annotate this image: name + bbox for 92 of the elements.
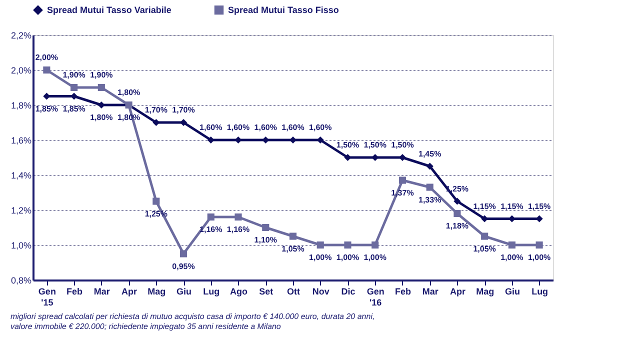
point	[316, 136, 324, 144]
data-label: 1,70%	[144, 106, 168, 114]
x-tick-label: Feb	[394, 286, 412, 296]
x-tick-label: Dic	[341, 286, 356, 296]
data-label: 1,80%	[90, 113, 113, 122]
point	[152, 198, 160, 205]
legend-label: Spread Mutui Tasso Variabile	[47, 5, 172, 16]
x-tick-label: Gen '15	[38, 286, 56, 308]
y-tick-label: 0,8%	[10, 276, 32, 286]
x-tick-label: Mar	[94, 286, 110, 296]
text: migliori spread calcolati per richiesta di mutuo acquisto casa di importo € 140.000 euro, durata 20 anni,	[10, 312, 375, 321]
x-tick-label: Nov	[312, 286, 330, 296]
data-label: 1,50%	[364, 140, 386, 150]
x-tick-label: Mag	[148, 286, 166, 296]
x-tick-label: Giu	[176, 286, 192, 296]
point	[43, 66, 50, 74]
y-tick-label: 1,8%	[10, 100, 32, 110]
data-label: 0,95%	[172, 262, 195, 271]
point	[152, 118, 160, 126]
data-label: 1,00%	[528, 253, 551, 262]
x-tick-label: Lug	[203, 286, 220, 296]
point	[70, 84, 78, 92]
point	[454, 198, 461, 205]
x-tick-label: Set	[259, 286, 274, 296]
data-label: 1,85%	[35, 104, 58, 114]
point	[316, 241, 324, 249]
data-label: 1,90%	[90, 70, 113, 80]
x-tick-label: Lug	[532, 286, 548, 296]
point	[426, 162, 434, 170]
point	[454, 210, 461, 218]
data-label: 2,00%	[35, 53, 58, 62]
point	[344, 241, 352, 249]
x-tick-label: Apr	[450, 286, 466, 296]
data-label: 1,50%	[391, 140, 414, 150]
point	[70, 92, 78, 100]
point	[344, 154, 352, 162]
data-label: 1,60%	[282, 123, 304, 132]
y-tick-label: 1,6%	[10, 136, 32, 146]
data-label: 1,60%	[254, 123, 277, 132]
text: valore immobile € 220.000; richiedente impiegato 35 anni residente a Milano	[10, 322, 282, 331]
data-label: 1,80%	[117, 88, 140, 97]
x-tick-label: Feb	[66, 286, 84, 296]
data-label: 1,18%	[446, 222, 469, 230]
data-label: 1,15%	[528, 202, 551, 211]
data-label: 1,15%	[500, 202, 524, 211]
x-tick-label: Ago	[230, 286, 248, 296]
data-label: 1,60%	[200, 123, 222, 132]
x-tick-label: Mag	[476, 286, 494, 296]
point	[289, 232, 297, 240]
point	[234, 136, 242, 144]
data-label: 1,85%	[62, 104, 86, 114]
data-label: 1,00%	[500, 253, 524, 262]
x-tick-label: Apr	[122, 286, 138, 296]
data-label: 1,15%	[473, 202, 496, 211]
point	[536, 241, 543, 249]
data-label: 1,45%	[418, 149, 442, 158]
data-label: 1,05%	[282, 244, 304, 254]
y-tick-label: 2,0%	[10, 66, 32, 76]
data-label: 1,16%	[226, 225, 250, 234]
data-label: 1,00%	[309, 253, 332, 262]
point	[426, 184, 434, 191]
y-tick-label: 2,2%	[10, 30, 32, 40]
point	[372, 241, 379, 249]
x-tick-label: Gen '16	[366, 286, 384, 308]
point	[98, 101, 105, 109]
y-tick-label: 1,2%	[10, 206, 32, 216]
x-tick-label: Ott	[287, 286, 300, 296]
data-label: 1,90%	[62, 70, 86, 80]
y-tick-label: 1,0%	[10, 240, 32, 250]
data-label: 1,50%	[336, 140, 360, 150]
data-label: 1,60%	[226, 123, 250, 132]
point	[398, 176, 406, 184]
x-tick-label: Giu	[504, 286, 520, 296]
data-label: 1,70%	[172, 106, 195, 114]
data-label: 1,00%	[336, 253, 360, 262]
point	[98, 84, 105, 92]
legend-label: Spread Mutui Tasso Fisso	[228, 5, 340, 16]
point	[207, 136, 214, 144]
point	[207, 213, 214, 221]
data-label: 1,05%	[473, 244, 496, 254]
y-tick-label: 1,4%	[10, 170, 32, 180]
point	[180, 250, 188, 258]
data-label: 1,10%	[254, 236, 277, 244]
point	[262, 224, 270, 232]
data-label: 1,33%	[418, 195, 442, 204]
data-label: 1,60%	[309, 123, 332, 132]
point	[262, 136, 270, 144]
point	[234, 213, 242, 221]
x-tick-label: Mar	[422, 286, 439, 296]
data-label: 1,00%	[364, 253, 386, 262]
point	[481, 232, 488, 240]
point	[508, 241, 516, 249]
